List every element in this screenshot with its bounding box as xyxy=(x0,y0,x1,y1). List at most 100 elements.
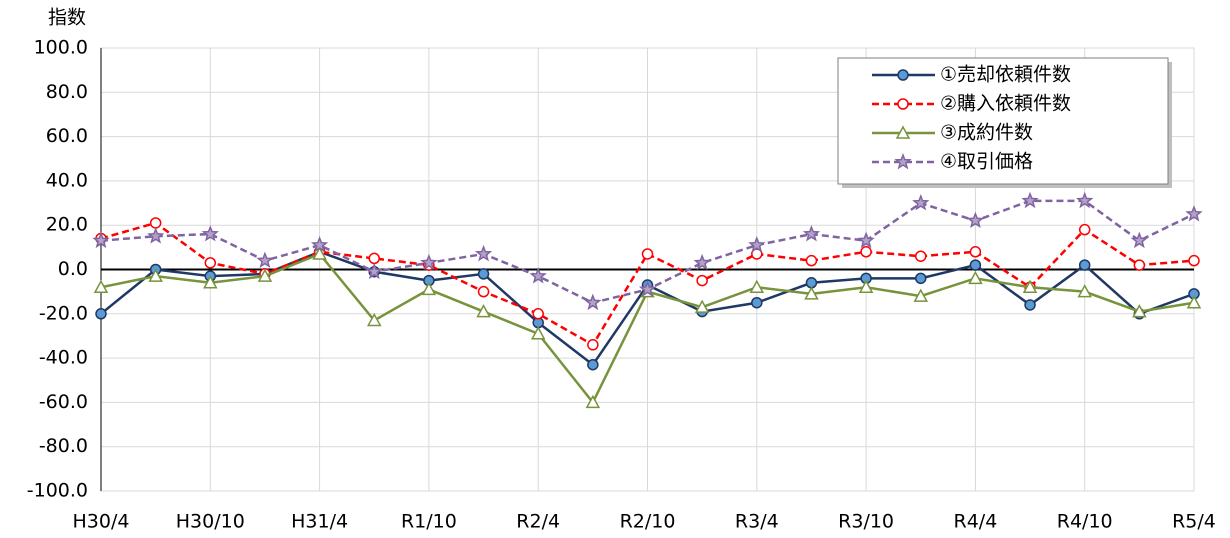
marker xyxy=(93,279,109,293)
marker xyxy=(915,272,927,285)
y-tick-label: -60.0 xyxy=(39,391,88,413)
marker xyxy=(897,69,909,81)
x-tick-label: R3/4 xyxy=(735,511,779,533)
legend-label: ①売却依頼件数 xyxy=(940,64,1071,86)
legend-box xyxy=(837,57,1169,185)
marker xyxy=(477,268,490,280)
marker xyxy=(969,259,982,271)
marker xyxy=(147,227,165,244)
marker xyxy=(312,246,327,260)
marker xyxy=(532,308,544,320)
marker xyxy=(805,254,818,267)
marker xyxy=(1078,259,1091,271)
x-tick-label: H30/10 xyxy=(176,511,245,533)
marker xyxy=(641,248,654,260)
marker xyxy=(1021,191,1039,209)
marker xyxy=(897,98,909,110)
marker xyxy=(804,286,819,300)
marker xyxy=(477,285,490,298)
marker xyxy=(1185,205,1203,222)
y-tick-label: 0.0 xyxy=(58,258,88,280)
marker xyxy=(529,267,547,284)
legend-label: ②購入依頼件数 xyxy=(940,93,1071,115)
y-tick-label: -80.0 xyxy=(39,435,88,457)
marker xyxy=(421,281,437,296)
y-tick-label: -20.0 xyxy=(39,302,88,324)
marker xyxy=(1077,284,1092,298)
marker xyxy=(149,217,162,229)
marker xyxy=(1024,299,1036,311)
marker xyxy=(476,304,491,318)
y-tick-label: 80.0 xyxy=(46,81,88,103)
marker xyxy=(913,288,929,302)
y-axis-label: 指数 xyxy=(48,7,86,29)
marker xyxy=(638,280,657,297)
x-tick-label: R4/4 xyxy=(954,511,998,533)
x-tick-label: R3/10 xyxy=(838,511,894,533)
marker xyxy=(912,194,930,211)
marker xyxy=(204,257,217,269)
marker xyxy=(1133,259,1146,271)
marker xyxy=(148,268,163,282)
marker xyxy=(694,299,710,313)
marker xyxy=(748,236,766,253)
marker xyxy=(858,279,874,293)
marker xyxy=(860,246,872,258)
marker xyxy=(95,308,107,320)
x-tick-label: R1/10 xyxy=(401,511,457,533)
x-tick-label: R5/4 xyxy=(1172,511,1216,533)
marker xyxy=(257,268,273,282)
marker xyxy=(474,244,493,262)
marker xyxy=(749,279,765,293)
legend: ①売却依頼件数 ②購入依頼件数 ③成約件数 ④取引価格 xyxy=(837,57,1172,188)
marker xyxy=(366,312,382,327)
marker xyxy=(693,253,711,271)
y-tick-label: 60.0 xyxy=(46,125,88,147)
x-tick-label: H30/4 xyxy=(73,511,130,533)
marker xyxy=(584,293,602,311)
marker xyxy=(696,274,708,287)
marker xyxy=(894,152,912,170)
marker xyxy=(92,231,110,249)
marker xyxy=(1076,191,1094,209)
x-tick-label: R2/10 xyxy=(620,511,676,533)
marker xyxy=(857,231,875,249)
x-tick-label: R2/4 xyxy=(516,511,560,533)
marker xyxy=(585,394,601,409)
legend-label: ④取引価格 xyxy=(940,151,1033,173)
marker xyxy=(368,252,380,265)
marker xyxy=(968,270,983,285)
marker xyxy=(203,275,218,289)
marker xyxy=(587,358,599,371)
x-tick-label: H31/4 xyxy=(291,511,348,533)
marker xyxy=(805,277,818,289)
marker xyxy=(1022,279,1038,293)
marker xyxy=(969,246,982,258)
marker xyxy=(1130,231,1149,249)
marker xyxy=(310,236,329,253)
marker xyxy=(365,262,383,280)
legend-label: ③成約件数 xyxy=(940,122,1033,144)
marker xyxy=(201,225,219,242)
marker xyxy=(587,339,599,351)
marker xyxy=(966,211,985,229)
y-tick-label: 40.0 xyxy=(46,169,88,191)
marker xyxy=(915,250,927,262)
marker xyxy=(1186,295,1202,309)
series-line xyxy=(100,221,1195,347)
x-tick-label: R4/10 xyxy=(1057,511,1113,533)
marker xyxy=(1078,223,1091,236)
marker xyxy=(751,296,763,309)
marker xyxy=(530,326,546,340)
marker xyxy=(420,253,438,271)
marker xyxy=(1132,304,1147,318)
y-tick-label: 100.0 xyxy=(34,37,88,59)
marker xyxy=(1188,254,1200,267)
marker xyxy=(802,225,821,242)
y-tick-label: -100.0 xyxy=(27,480,88,502)
marker xyxy=(256,251,274,269)
y-tick-label: 20.0 xyxy=(46,214,88,236)
marker xyxy=(895,125,911,139)
y-tick-label: -40.0 xyxy=(39,347,88,369)
